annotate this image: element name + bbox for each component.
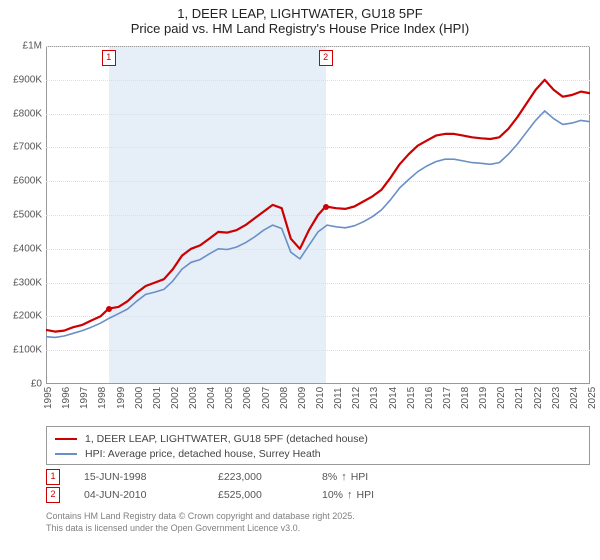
title-line2: Price paid vs. HM Land Registry's House … (0, 21, 600, 36)
sale-delta: 8% ↑ HPI (322, 471, 368, 483)
x-axis-label: 2001 (152, 387, 163, 409)
sale-delta-suffix: HPI (357, 489, 375, 501)
x-axis-label: 2018 (460, 387, 471, 409)
sale-delta-suffix: HPI (351, 471, 369, 483)
legend-label-price-paid: 1, DEER LEAP, LIGHTWATER, GU18 5PF (deta… (85, 433, 368, 445)
x-axis-label: 2015 (406, 387, 417, 409)
x-axis-label: 2010 (315, 387, 326, 409)
x-axis-label: 1995 (43, 387, 54, 409)
y-axis-label: £400K (2, 243, 42, 254)
legend-item-hpi: HPI: Average price, detached house, Surr… (55, 446, 581, 461)
x-axis-label: 2019 (478, 387, 489, 409)
series-line-hpi (46, 111, 590, 338)
x-axis-label: 2000 (134, 387, 145, 409)
x-axis-label: 1997 (79, 387, 90, 409)
x-axis-label: 2006 (242, 387, 253, 409)
title-line1: 1, DEER LEAP, LIGHTWATER, GU18 5PF (0, 6, 600, 21)
series-svg (46, 46, 590, 384)
x-axis-label: 2021 (514, 387, 525, 409)
sales-table: 1 15-JUN-1998 £223,000 8% ↑ HPI 2 04-JUN… (46, 468, 590, 504)
x-axis-label: 2008 (279, 387, 290, 409)
x-axis-label: 2005 (224, 387, 235, 409)
sales-row: 2 04-JUN-2010 £525,000 10% ↑ HPI (46, 486, 590, 504)
x-axis-label: 2025 (587, 387, 598, 409)
x-axis-label: 1999 (116, 387, 127, 409)
sale-marker (323, 204, 329, 210)
legend-item-price-paid: 1, DEER LEAP, LIGHTWATER, GU18 5PF (deta… (55, 431, 581, 446)
y-axis-label: £300K (2, 277, 42, 288)
x-axis-label: 1996 (61, 387, 72, 409)
x-axis-label: 2013 (369, 387, 380, 409)
arrow-up-icon: ↑ (347, 489, 353, 501)
y-axis-label: £1M (2, 41, 42, 52)
sale-delta-pct: 10% (322, 489, 343, 501)
y-axis-label: £800K (2, 108, 42, 119)
sale-date: 15-JUN-1998 (84, 471, 194, 483)
x-axis-label: 2024 (569, 387, 580, 409)
x-axis-label: 2009 (297, 387, 308, 409)
sale-delta-pct: 8% (322, 471, 337, 483)
sale-delta: 10% ↑ HPI (322, 489, 374, 501)
x-axis-label: 2002 (170, 387, 181, 409)
credits-line2: This data is licensed under the Open Gov… (46, 522, 590, 534)
x-axis-label: 2004 (206, 387, 217, 409)
y-axis-label: £200K (2, 311, 42, 322)
sale-index-box: 2 (46, 487, 60, 503)
x-axis-label: 2003 (188, 387, 199, 409)
sale-date: 04-JUN-2010 (84, 489, 194, 501)
sale-index-box: 1 (46, 469, 60, 485)
credits-line1: Contains HM Land Registry data © Crown c… (46, 510, 590, 522)
y-axis-label: £700K (2, 142, 42, 153)
credits: Contains HM Land Registry data © Crown c… (46, 510, 590, 534)
sale-flag: 2 (319, 50, 333, 66)
x-axis-label: 2014 (388, 387, 399, 409)
y-axis-label: £600K (2, 176, 42, 187)
series-line-price_paid (46, 80, 590, 332)
y-axis-label: £900K (2, 74, 42, 85)
arrow-up-icon: ↑ (341, 471, 347, 483)
sale-price: £223,000 (218, 471, 298, 483)
y-axis-label: £500K (2, 210, 42, 221)
x-axis-label: 2016 (424, 387, 435, 409)
title-block: 1, DEER LEAP, LIGHTWATER, GU18 5PF Price… (0, 0, 600, 36)
chart-container: 1, DEER LEAP, LIGHTWATER, GU18 5PF Price… (0, 0, 600, 560)
y-axis-label: £100K (2, 345, 42, 356)
y-axis-label: £0 (2, 379, 42, 390)
x-axis-label: 2022 (533, 387, 544, 409)
sale-marker (106, 306, 112, 312)
x-axis-label: 2011 (333, 387, 344, 409)
plot-area: £0£100K£200K£300K£400K£500K£600K£700K£80… (46, 46, 590, 384)
sale-flag: 1 (102, 50, 116, 66)
sales-row: 1 15-JUN-1998 £223,000 8% ↑ HPI (46, 468, 590, 486)
x-axis-label: 1998 (97, 387, 108, 409)
x-axis-label: 2007 (261, 387, 272, 409)
x-axis-label: 2023 (551, 387, 562, 409)
legend-swatch-hpi (55, 453, 77, 455)
x-axis-label: 2012 (351, 387, 362, 409)
x-axis-label: 2020 (496, 387, 507, 409)
sale-price: £525,000 (218, 489, 298, 501)
x-axis-label: 2017 (442, 387, 453, 409)
legend-swatch-price-paid (55, 438, 77, 440)
legend-label-hpi: HPI: Average price, detached house, Surr… (85, 448, 321, 460)
legend: 1, DEER LEAP, LIGHTWATER, GU18 5PF (deta… (46, 426, 590, 465)
